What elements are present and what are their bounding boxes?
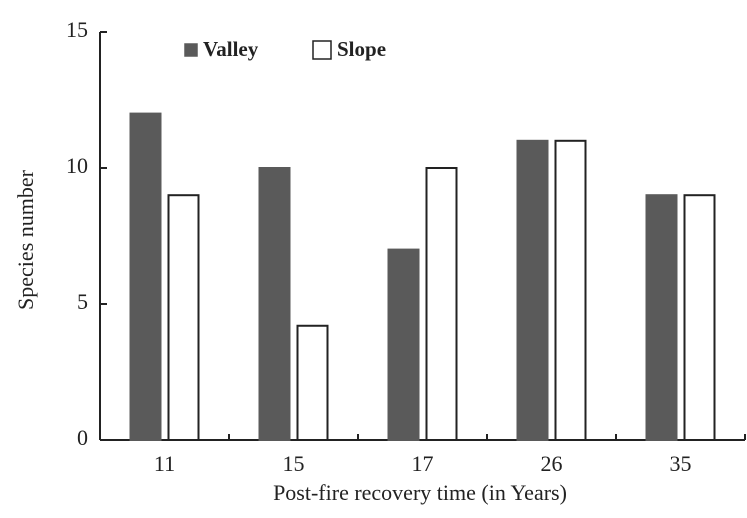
- x-tick-label: 26: [541, 451, 563, 476]
- bar: [683, 194, 716, 441]
- x-axis-label: Post-fire recovery time (in Years): [273, 480, 567, 505]
- bar: [129, 112, 162, 441]
- x-tick-label: 17: [412, 451, 434, 476]
- y-axis-label: Species number: [13, 169, 38, 310]
- x-tick-label: 11: [154, 451, 175, 476]
- x-tick-label: 35: [670, 451, 692, 476]
- bar: [554, 139, 587, 442]
- bar: [296, 324, 329, 442]
- bar: [425, 167, 458, 441]
- legend-swatch: [312, 40, 332, 60]
- legend-label: Valley: [203, 37, 259, 61]
- y-tick-label: 10: [66, 153, 88, 178]
- legend: Valley Slope: [184, 37, 386, 61]
- y-tick-label: 5: [77, 289, 88, 314]
- y-tick-label: 15: [66, 17, 88, 42]
- legend-swatch: [184, 43, 198, 57]
- bar: [516, 139, 549, 442]
- y-tick-label: 0: [77, 425, 88, 450]
- bar: [387, 248, 420, 441]
- bar: [645, 194, 678, 441]
- x-tick-label: 15: [283, 451, 305, 476]
- bar: [258, 167, 291, 441]
- legend-label: Slope: [337, 37, 386, 61]
- bar: [167, 194, 200, 441]
